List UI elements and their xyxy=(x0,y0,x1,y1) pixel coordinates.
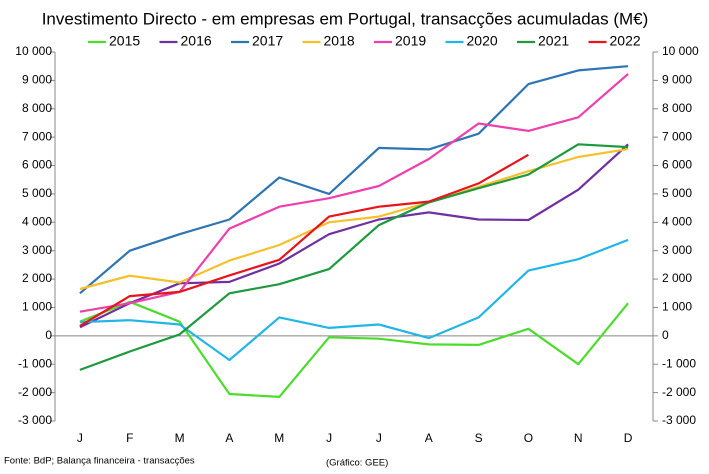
legend-label: 2019 xyxy=(395,33,426,49)
y-tick-label: 0 xyxy=(45,328,52,342)
x-tick-label: J xyxy=(376,431,382,445)
y-tick-label: 4 000 xyxy=(22,214,52,228)
x-tick-label: F xyxy=(126,431,133,445)
y2-tick-label: 2 000 xyxy=(662,271,692,285)
x-tick-label: O xyxy=(524,431,533,445)
series-line xyxy=(79,153,529,327)
y2-tick-label: 4 000 xyxy=(662,214,692,228)
x-tick-label: J xyxy=(77,431,83,445)
y2-tick-label: -2 000 xyxy=(662,385,696,399)
legend-label: 2022 xyxy=(610,33,641,49)
y-tick-label: 2 000 xyxy=(22,271,52,285)
x-tick-label: M xyxy=(274,431,284,445)
y2-tick-label: 5 000 xyxy=(662,186,692,200)
credit-note: (Gráfico: GEE) xyxy=(326,458,388,469)
x-tick-label: J xyxy=(326,431,332,445)
y-tick-label: 9 000 xyxy=(22,73,52,87)
series-line xyxy=(79,65,629,295)
legend-label: 2015 xyxy=(109,33,140,49)
y-tick-label: 10 000 xyxy=(15,44,52,58)
x-tick-label: S xyxy=(475,431,483,445)
series-line xyxy=(79,143,629,371)
series-line xyxy=(79,73,629,313)
legend-label: 2017 xyxy=(252,33,283,49)
series-line xyxy=(79,238,629,362)
y-tick-label: 7 000 xyxy=(22,129,52,143)
y2-tick-label: 7 000 xyxy=(662,129,692,143)
y2-tick-label: 0 xyxy=(662,328,669,342)
x-tick-label: A xyxy=(425,431,433,445)
x-tick-label: M xyxy=(175,431,185,445)
legend-label: 2018 xyxy=(324,33,355,49)
legend-label: 2016 xyxy=(181,33,212,49)
legend-label: 2021 xyxy=(538,33,569,49)
y2-tick-label: 10 000 xyxy=(662,44,699,58)
y2-tick-label: 3 000 xyxy=(662,243,692,257)
x-tick-label: D xyxy=(624,431,633,445)
y-tick-label: -3 000 xyxy=(18,413,52,427)
y-tick-label: 5 000 xyxy=(22,186,52,200)
series-line xyxy=(79,300,629,398)
y-tick-label: 8 000 xyxy=(22,101,52,115)
chart-title: Investimento Directo - em empresas em Po… xyxy=(42,9,649,28)
legend-label: 2020 xyxy=(467,33,498,49)
y2-tick-label: -1 000 xyxy=(662,356,696,370)
y2-tick-label: 8 000 xyxy=(662,101,692,115)
x-tick-label: N xyxy=(574,431,583,445)
y-tick-label: 1 000 xyxy=(22,300,52,314)
y2-tick-label: 9 000 xyxy=(662,73,692,87)
y-tick-label: 6 000 xyxy=(22,158,52,172)
y2-tick-label: 6 000 xyxy=(662,158,692,172)
series-line xyxy=(79,143,629,329)
x-tick-label: A xyxy=(225,431,233,445)
y2-tick-label: 1 000 xyxy=(662,300,692,314)
y-tick-label: -1 000 xyxy=(18,356,52,370)
y2-tick-label: -3 000 xyxy=(662,413,696,427)
source-note: Fonte: BdP; Balança financeira - transac… xyxy=(4,456,195,467)
y-tick-label: 3 000 xyxy=(22,243,52,257)
y-tick-label: -2 000 xyxy=(18,385,52,399)
